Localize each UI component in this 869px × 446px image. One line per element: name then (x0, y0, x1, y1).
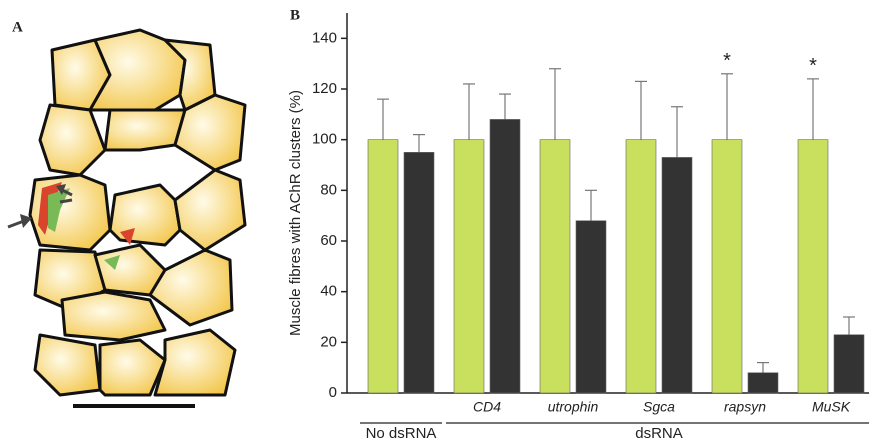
bar (662, 157, 692, 393)
y-tick-label: 40 (320, 283, 337, 300)
bar (490, 119, 520, 393)
y-tick-label: 60 (320, 232, 337, 249)
bar (626, 140, 656, 393)
x-tick-label: utrophin (548, 399, 599, 415)
y-tick-label: 0 (329, 384, 337, 401)
y-tick-label: 80 (320, 181, 337, 198)
bar (748, 373, 778, 393)
bar (712, 140, 742, 393)
bar (834, 335, 864, 393)
x-tick-label: CD4 (473, 399, 501, 415)
bar (798, 140, 828, 393)
bar (540, 140, 570, 393)
annotation: * (723, 50, 731, 72)
bar (368, 140, 398, 393)
bar (576, 221, 606, 393)
y-axis-label: Muscle fibres with AChR clusters (%) (287, 90, 304, 336)
y-tick-label: 100 (312, 131, 337, 148)
y-tick-label: 120 (312, 80, 337, 97)
annotation: * (809, 55, 817, 77)
y-tick-label: 20 (320, 333, 337, 350)
group-label: dsRNA (635, 425, 683, 441)
figure: A B 0 20 40 60 80 100 120 140 Muscle fibres with… (0, 0, 869, 441)
panel-label: A (12, 19, 23, 35)
x-tick-label: rapsyn (724, 399, 766, 415)
x-tick-label: Sgca (643, 399, 675, 415)
muscle-illustration (30, 30, 245, 395)
y-tick-label: 140 (312, 29, 337, 46)
bar (404, 152, 434, 393)
group-label: No dsRNA (366, 425, 437, 441)
x-tick-label: MuSK (812, 399, 851, 415)
bar (454, 140, 484, 393)
panel-label: B (290, 7, 300, 23)
